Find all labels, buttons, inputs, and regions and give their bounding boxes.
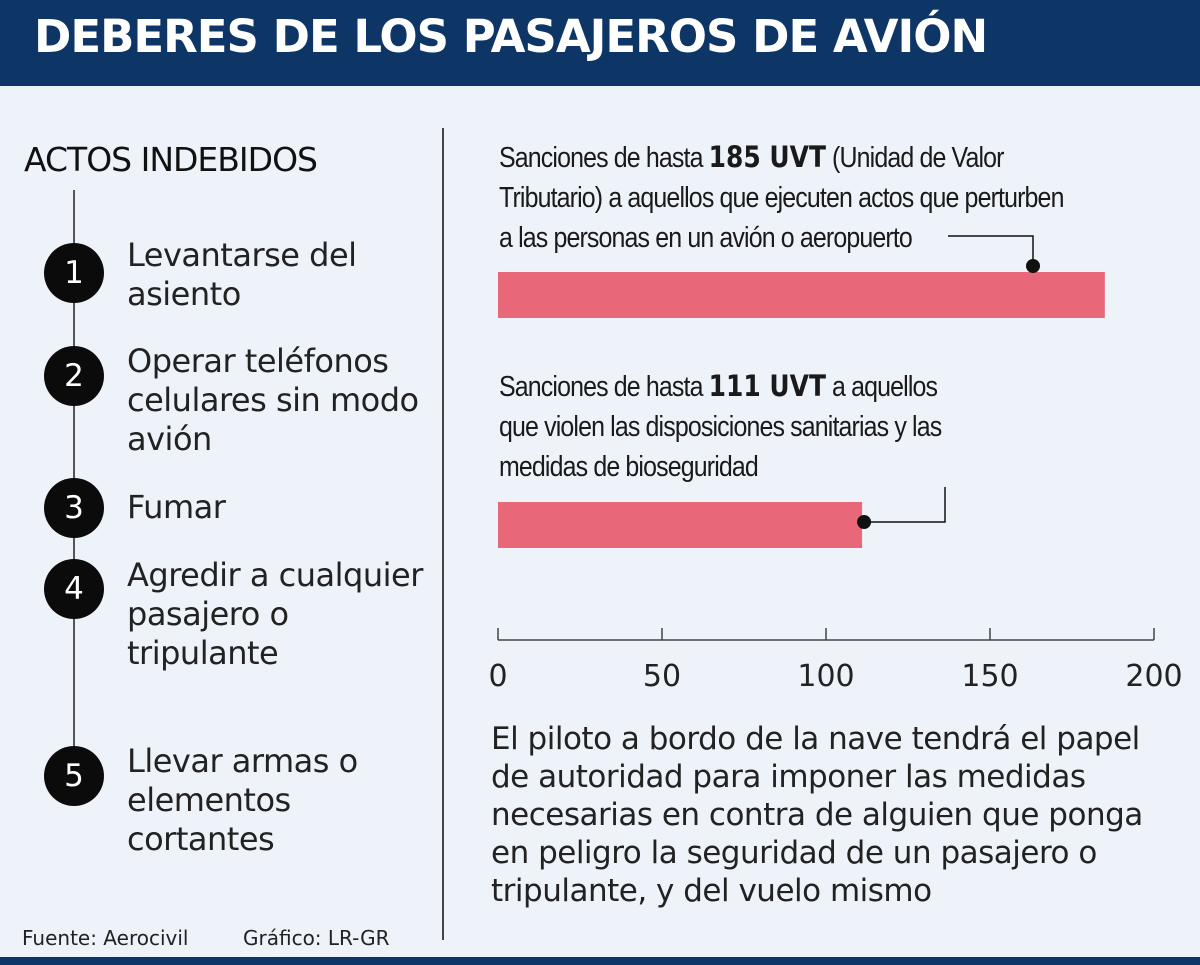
step-number-2: 2: [44, 346, 104, 406]
annotation-185-line3: a las personas en un avión o aeropuerto: [499, 222, 913, 254]
x-tick-label-4: 200: [1125, 659, 1182, 694]
bar-0: [498, 272, 1105, 318]
annotation-185: Sanciones de hasta 185 UVT (Unidad de Va…: [499, 137, 1064, 258]
x-tick-label-3: 150: [961, 659, 1018, 694]
annotation-111: Sanciones de hasta 111 UVT a aquellos qu…: [499, 366, 942, 487]
bar-1: [498, 502, 863, 548]
step-number-1: 1: [44, 243, 104, 303]
leader-line-1: [862, 487, 946, 523]
annotation-185-line2: Tributario) a aquellos que ejecuten acto…: [499, 182, 1064, 214]
leader-line-0: [948, 235, 1034, 266]
step-number-3: 3: [44, 478, 104, 538]
page-title: DEBERES DE LOS PASAJEROS DE AVIÓN: [34, 10, 988, 63]
annotation-111-prefix: Sanciones de hasta: [499, 371, 709, 403]
source-credit: Fuente: Aerocivil: [22, 926, 189, 950]
annotation-185-value: 185 UVT: [708, 140, 826, 174]
pilot-authority-note: El piloto a bordo de la nave tendrá el p…: [491, 721, 1143, 909]
step-label-3: Fumar: [127, 488, 226, 526]
step-label-1: Levantarse del asiento: [127, 236, 357, 313]
annotation-111-line2: que violen las disposiciones sanitarias …: [499, 411, 942, 443]
leader-dot-0: [1026, 259, 1040, 273]
leader-dot-1: [857, 515, 872, 529]
x-tick-label-2: 100: [797, 659, 854, 694]
step-number-4: 4: [44, 559, 104, 619]
header-banner: DEBERES DE LOS PASAJEROS DE AVIÓN: [0, 0, 1200, 86]
step-number-5: 5: [44, 746, 104, 806]
annotation-111-rest: a aquellos: [825, 371, 938, 403]
graphic-credit: Gráfico: LR-GR: [243, 926, 390, 950]
annotation-185-prefix: Sanciones de hasta: [499, 142, 709, 174]
annotation-185-rest: (Unidad de Valor: [825, 142, 1004, 174]
annotation-111-value: 111 UVT: [708, 369, 826, 403]
column-divider: [442, 128, 444, 940]
bottom-bar: [0, 957, 1200, 965]
step-label-2: Operar teléfonos celulares sin modo avió…: [127, 342, 419, 458]
step-label-5: Llevar armas o elementos cortantes: [127, 742, 358, 858]
x-tick-label-1: 50: [643, 659, 681, 694]
step-label-4: Agredir a cualquier pasajero o tripulant…: [127, 556, 423, 672]
actos-section-title: ACTOS INDEBIDOS: [24, 140, 318, 179]
x-tick-label-0: 0: [488, 659, 507, 694]
annotation-111-line3: medidas de bioseguridad: [499, 451, 759, 483]
